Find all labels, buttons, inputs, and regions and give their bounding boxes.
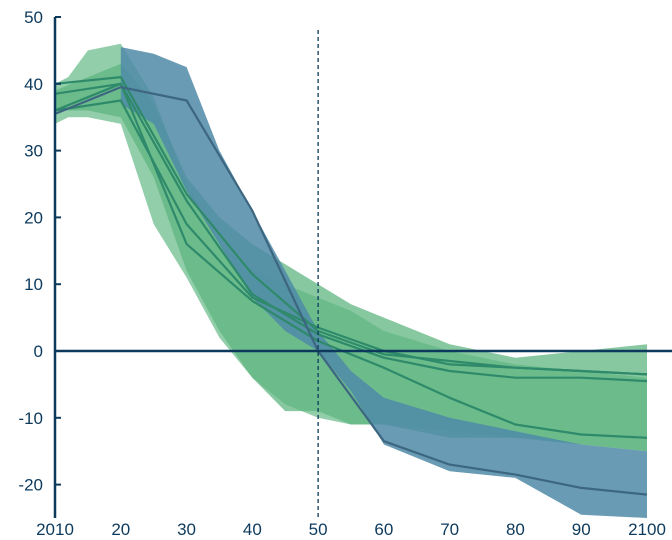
series-lines [54, 75, 648, 496]
y-axis-ticks: 50 40 30 20 10 0 -10 -20 [18, 8, 61, 495]
x-tick-label: 30 [177, 520, 196, 539]
series-line-5 [54, 85, 648, 496]
y-tick-label: 10 [24, 275, 43, 294]
y-tick-label: 50 [24, 8, 43, 27]
x-tick-label: 2100 [628, 520, 666, 539]
x-tick-label: 40 [243, 520, 262, 539]
y-tick-label: 30 [24, 142, 43, 161]
y-tick-label: 40 [24, 75, 43, 94]
y-tick-label: -20 [18, 476, 43, 495]
series-line-3 [54, 82, 648, 439]
band-green-1 [55, 63, 647, 452]
x-axis-ticks: 2010 20 30 40 50 60 70 80 90 2100 [36, 520, 666, 539]
x-tick-label: 90 [572, 520, 591, 539]
series-line-4 [54, 75, 648, 376]
x-tick-label: 20 [111, 520, 130, 539]
x-tick-label: 70 [440, 520, 459, 539]
x-tick-label: 80 [506, 520, 525, 539]
x-tick-label: 2010 [36, 520, 74, 539]
band-blue-2 [120, 47, 648, 518]
x-tick-label: 50 [309, 520, 328, 539]
y-tick-label: 0 [34, 342, 43, 361]
y-tick-label: 20 [24, 208, 43, 227]
series-line-1 [54, 82, 648, 383]
y-tick-label: -10 [18, 409, 43, 428]
x-tick-label: 60 [374, 520, 393, 539]
uncertainty-bands [55, 43, 648, 518]
